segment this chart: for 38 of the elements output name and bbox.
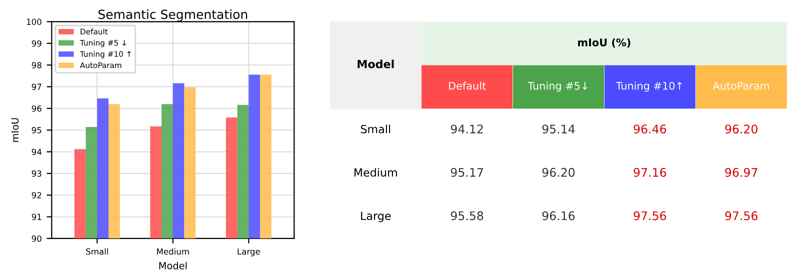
y-tick-label: 94 xyxy=(32,148,42,156)
y-tick-label: Large xyxy=(361,212,391,222)
data-label: 96.20 xyxy=(542,168,575,177)
x-tick-label: Large xyxy=(238,248,260,256)
data-label: 96.20 xyxy=(725,124,758,134)
y-axis-title: Model xyxy=(358,60,394,68)
x-tick-label: Small xyxy=(86,248,108,255)
x-axis-title: Model xyxy=(159,262,187,270)
x-tick-label: Medium xyxy=(157,248,189,255)
y-tick-label: 97 xyxy=(32,84,42,90)
data-label: 95.58 xyxy=(450,211,484,220)
y-tick-label: 96 xyxy=(32,105,42,112)
x-tick-label: AutoParam xyxy=(712,82,770,90)
x-tick-label: Default xyxy=(449,82,486,90)
data-label: 96.16 xyxy=(542,211,575,220)
data-label: 97.16 xyxy=(634,168,666,177)
y-tick-label: Medium xyxy=(354,168,397,177)
x-tick-label: Tuning #5↓ xyxy=(528,82,588,92)
y-tick-label: 90 xyxy=(32,235,42,242)
data-label: 97.56 xyxy=(725,211,758,220)
data-label: 96.97 xyxy=(725,168,758,177)
chart-title: Semantic Segmentation xyxy=(98,9,248,22)
y-tick-label: 95 xyxy=(32,127,42,134)
y-tick-label: Small xyxy=(360,124,390,134)
y-axis-title: mIoU xyxy=(11,118,19,142)
y-tick-label: 91 xyxy=(32,214,42,220)
chart-title: mIoU (%) xyxy=(578,38,630,48)
x-tick-label: Tuning #10↑ xyxy=(616,82,682,92)
y-tick-label: 93 xyxy=(32,170,42,177)
data-label: 96.46 xyxy=(634,124,666,134)
y-tick-label: 100 xyxy=(26,18,42,25)
y-tick-label: 98 xyxy=(32,62,42,68)
y-tick-label: 92 xyxy=(32,192,42,198)
data-label: 94.12 xyxy=(450,124,483,134)
data-label: 95.17 xyxy=(450,168,483,177)
y-tick-label: 99 xyxy=(32,40,42,47)
data-label: 95.14 xyxy=(542,124,575,134)
data-label: 97.56 xyxy=(634,211,666,220)
